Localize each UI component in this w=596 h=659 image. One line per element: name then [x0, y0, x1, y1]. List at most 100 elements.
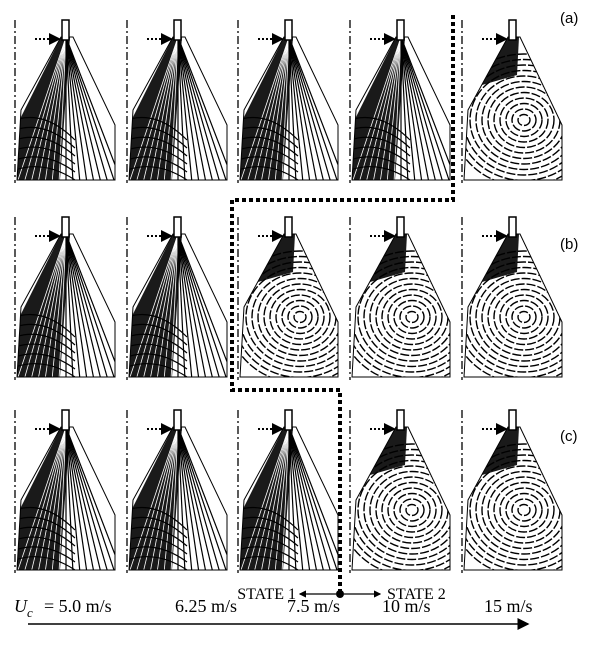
- vortex-ring: [346, 450, 478, 571]
- vortex-ring: [400, 499, 424, 521]
- nozzle: [285, 410, 292, 430]
- flow-pattern: [127, 427, 234, 573]
- vortex-ring: [264, 284, 336, 350]
- flow-image: [15, 20, 122, 183]
- vortex-ring: [518, 115, 530, 126]
- flow-pattern: [127, 37, 234, 183]
- vortex-ring: [512, 306, 536, 328]
- velocity-label: = 5.0 m/s: [44, 596, 112, 616]
- nozzle: [285, 20, 292, 40]
- vortex-ring: [512, 499, 536, 521]
- velocity-subscript: c: [27, 605, 33, 620]
- vortex-ring: [500, 98, 548, 142]
- streak: [289, 427, 345, 573]
- flow-image: [15, 217, 122, 380]
- figure: STATE 1 STATE 2 (a) (b) (c) Uc = 5.0 m/s…: [0, 0, 596, 659]
- vortex-ring: [518, 505, 530, 516]
- vortex-ring: [476, 76, 572, 164]
- vortex-ring: [346, 257, 478, 378]
- flow-image: [15, 410, 122, 573]
- streak: [66, 234, 122, 380]
- vortex-ring: [458, 257, 590, 378]
- flow-image: [127, 410, 234, 573]
- nozzle: [509, 410, 516, 430]
- vortex-ring: [376, 284, 448, 350]
- flow-pattern: [452, 427, 596, 576]
- vortex-ring: [500, 295, 548, 339]
- jet-core: [258, 234, 295, 282]
- vortex-ring: [382, 483, 442, 538]
- vortex-ring: [270, 290, 330, 345]
- vortex-ring: [488, 284, 560, 350]
- jet-core: [482, 234, 519, 282]
- nozzle: [397, 410, 404, 430]
- vortex-ring: [406, 505, 418, 516]
- nozzle: [509, 20, 516, 40]
- vortex-ring: [488, 477, 560, 543]
- velocity-symbol: Uc: [14, 596, 33, 620]
- vortex-ring: [376, 477, 448, 543]
- vortex-ring: [276, 295, 324, 339]
- streak: [66, 37, 122, 183]
- nozzle: [62, 20, 69, 40]
- vortex-ring: [252, 273, 348, 361]
- vortex-ring: [458, 450, 590, 571]
- velocity-symbol-main: U: [14, 596, 28, 616]
- vortex-ring: [518, 312, 530, 323]
- jet-core: [482, 427, 519, 475]
- flow-image: [238, 410, 345, 573]
- jet-core: [370, 234, 407, 282]
- nozzle: [174, 410, 181, 430]
- vortex-ring: [234, 257, 366, 378]
- panel-label: (b): [560, 236, 578, 253]
- vortex-ring: [494, 93, 554, 148]
- nozzle: [509, 217, 516, 237]
- streak: [401, 37, 457, 183]
- vortex-ring: [406, 312, 418, 323]
- vortex-ring: [452, 444, 596, 576]
- jet-core: [370, 427, 407, 475]
- panel-label: (a): [560, 10, 578, 27]
- velocity-label: 7.5 m/s: [287, 596, 340, 616]
- panel-label: (c): [560, 428, 578, 445]
- page: {"panels": [{"label": "(a)"}, {"label": …: [0, 0, 596, 659]
- flow-pattern: [15, 234, 122, 380]
- nozzle: [285, 217, 292, 237]
- flow-image: [452, 20, 596, 186]
- vortex-ring: [388, 295, 436, 339]
- flow-pattern: [127, 234, 234, 380]
- vortex-ring: [452, 54, 596, 186]
- streak: [289, 37, 345, 183]
- flow-pattern: [15, 37, 122, 183]
- streak: [178, 234, 234, 380]
- flow-image: [127, 20, 234, 183]
- vortex-ring: [494, 483, 554, 538]
- vortex-ring: [458, 60, 590, 181]
- vortex-ring: [494, 290, 554, 345]
- nozzle: [397, 20, 404, 40]
- velocity-label: 15 m/s: [484, 596, 533, 616]
- flow-pattern: [238, 37, 345, 183]
- vortex-ring: [382, 290, 442, 345]
- velocity-label: 6.25 m/s: [175, 596, 237, 616]
- jet-core: [482, 37, 519, 85]
- flow-image: [127, 217, 234, 380]
- nozzle: [174, 217, 181, 237]
- flow-image: [350, 20, 457, 183]
- flow-pattern: [350, 37, 457, 183]
- vortex-ring: [364, 273, 460, 361]
- flow-pattern: [452, 234, 596, 383]
- vortex-ring: [288, 306, 312, 328]
- flow-pattern: [15, 427, 122, 573]
- streak: [66, 427, 122, 573]
- flow-images: [15, 20, 596, 576]
- nozzle: [174, 20, 181, 40]
- vortex-ring: [452, 251, 596, 383]
- flow-pattern: [452, 37, 596, 186]
- vortex-ring: [476, 466, 572, 554]
- velocity-label: 10 m/s: [382, 596, 431, 616]
- flow-pattern: [238, 427, 345, 573]
- vortex-ring: [364, 466, 460, 554]
- streak: [178, 37, 234, 183]
- vortex-ring: [294, 312, 306, 323]
